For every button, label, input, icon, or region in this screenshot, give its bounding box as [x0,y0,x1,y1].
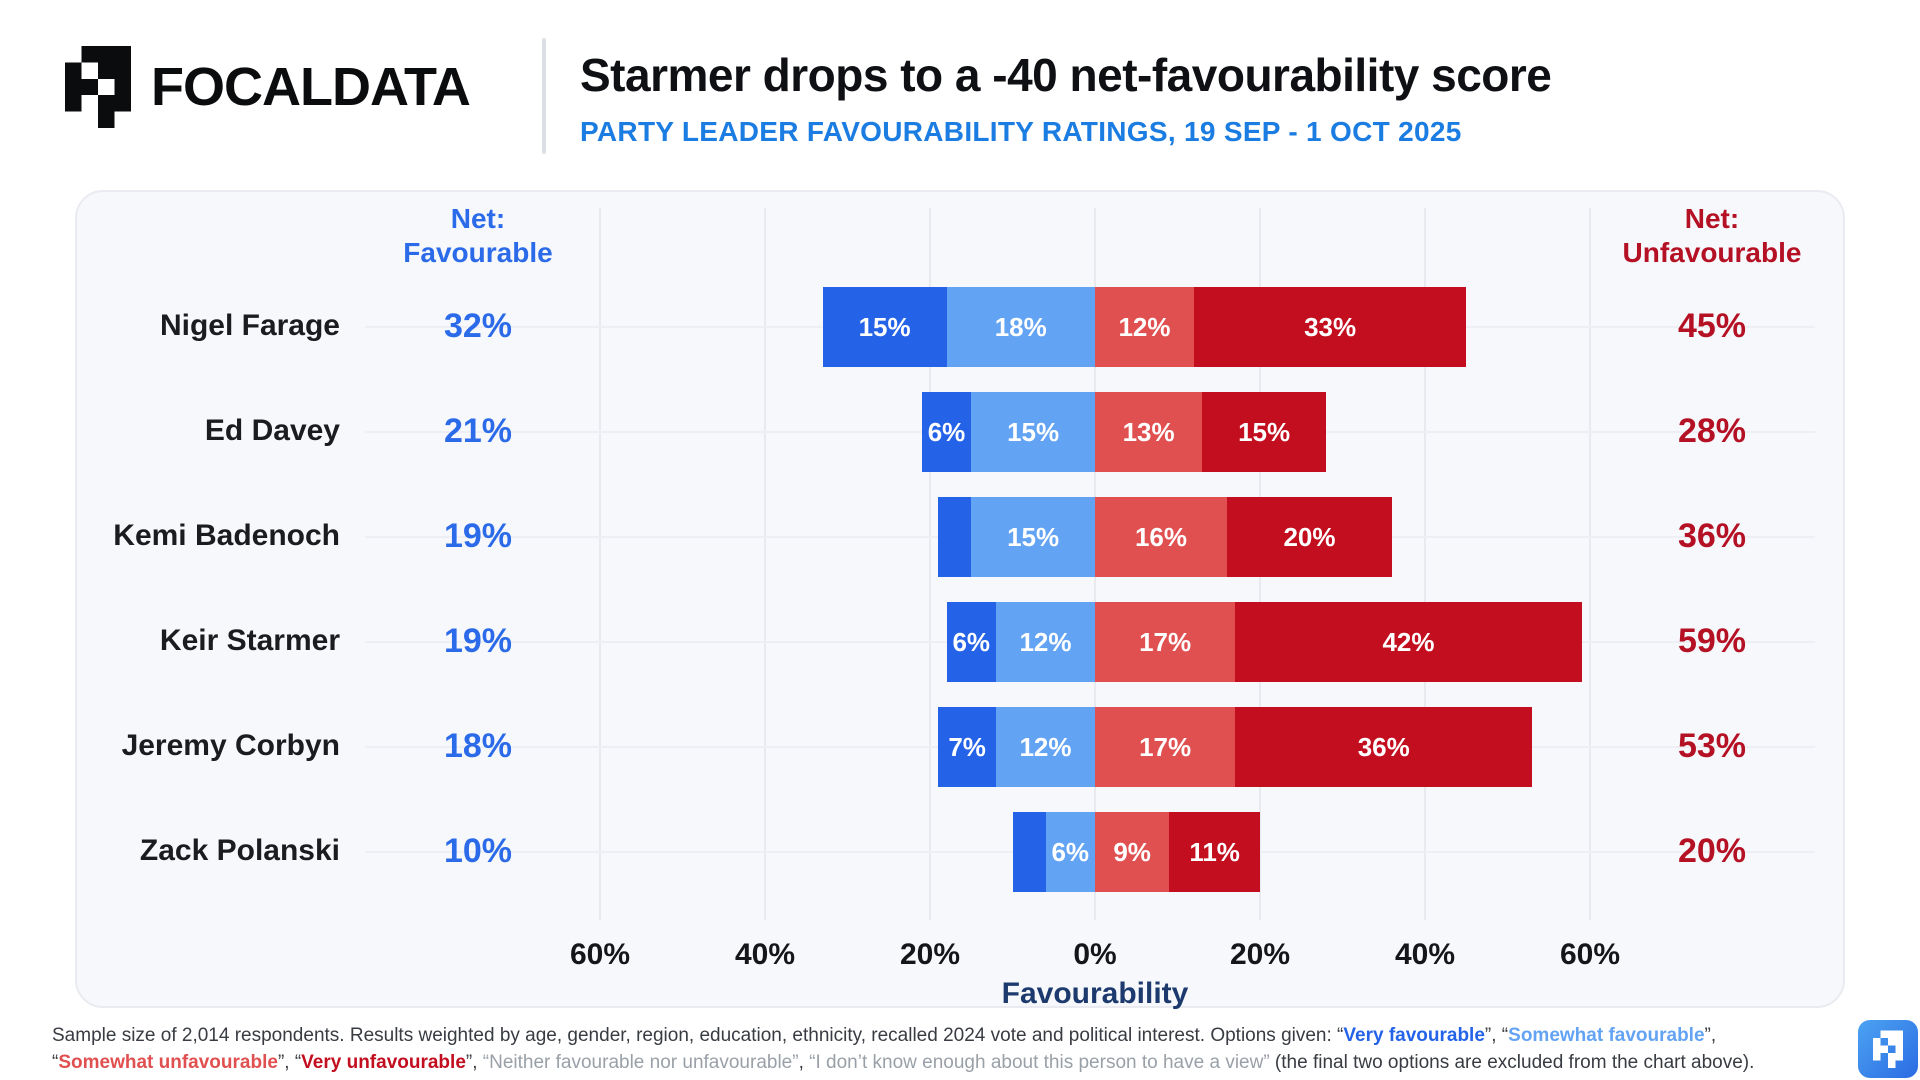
bar-segment-somewhat-unfavourable: 12% [1095,287,1194,367]
vertical-gridline [929,208,931,920]
leader-name: Jeremy Corbyn [121,729,340,762]
bar-segment-very-favourable [938,497,972,577]
bar-segment-very-unfavourable: 33% [1194,287,1467,367]
bar-segment-somewhat-favourable: 15% [971,497,1095,577]
bar-segment-very-favourable [1012,812,1046,892]
page-title: Starmer drops to a -40 net-favourability… [580,49,1552,101]
footnote-segment: , [798,1052,810,1073]
bar-segment-very-unfavourable: 42% [1235,602,1582,682]
footnote-segment: ”, [1704,1025,1717,1046]
favourability-bar: 7% 12% 17% 36% [938,707,1533,787]
leader-name: Nigel Farage [159,309,340,342]
bar-segment-very-unfavourable: 11% [1169,812,1260,892]
net-favourable-value: 10% [443,832,513,870]
footnote-line: Sample size of 2,014 respondents. Result… [52,1022,1842,1049]
net-favourable-value: 21% [443,412,513,450]
bar-segment-somewhat-favourable: 18% [946,287,1095,367]
bar-segment-very-unfavourable: 20% [1227,497,1392,577]
vertical-gridline [1589,208,1591,920]
net-favourable-header-line1: Net: [450,203,506,234]
footnote-segment: Somewhat favourable [1508,1025,1705,1046]
net-unfavourable-value: 28% [1677,412,1747,450]
focaldata-logo-icon [65,46,131,128]
bar-segment-somewhat-unfavourable: 9% [1095,812,1170,892]
x-axis-tick-label: 60% [1559,938,1621,971]
bar-segment-very-favourable: 6% [946,602,996,682]
x-axis-title: Favourability [1001,977,1189,1010]
page-subtitle: PARTY LEADER FAVOURABILITY RATINGS, 19 S… [580,116,1462,147]
bar-segment-very-favourable: 7% [938,707,996,787]
leader-name: Keir Starmer [159,624,340,657]
footnote: Sample size of 2,014 respondents. Result… [52,1022,1842,1076]
brand-name: FOCALDATA [151,57,471,117]
favourability-bar: 6% 15% 13% 15% [921,392,1326,472]
net-unfavourable-header-line2: Unfavourable [1622,237,1802,268]
x-axis-tick-label: 40% [734,938,796,971]
footnote-segment: Somewhat unfavourable [58,1052,278,1073]
vertical-gridline [1424,208,1426,920]
bar-segment-somewhat-unfavourable: 13% [1095,392,1203,472]
bar-segment-somewhat-unfavourable: 17% [1095,602,1236,682]
bar-segment-somewhat-unfavourable: 17% [1095,707,1236,787]
footnote-segment: ”, “ [1484,1025,1509,1046]
footnote-segment: ”, “ [277,1052,302,1073]
favourability-bar: 15% 16% 20% [938,497,1392,577]
bar-segment-very-unfavourable: 36% [1235,707,1533,787]
footnote-segment: “Neither favourable nor unfavourable” [482,1052,799,1073]
favourability-bar: 6% 12% 17% 42% [946,602,1582,682]
bar-segment-very-favourable: 6% [921,392,972,472]
net-unfavourable-value: 20% [1677,832,1747,870]
net-unfavourable-value: 45% [1677,307,1747,345]
footnote-segment: Very favourable [1343,1025,1485,1046]
net-unfavourable-value: 53% [1677,727,1747,765]
bar-segment-somewhat-favourable: 12% [996,707,1095,787]
net-unfavourable-value: 59% [1677,622,1747,660]
footnote-segment: (the final two options are excluded from… [1269,1052,1755,1073]
favourability-bar: 15% 18% 12% 33% [822,287,1467,367]
header-divider [542,38,546,154]
net-unfavourable-header-line1: Net: [1684,203,1740,234]
favourability-bar: 6% 9% 11% [1012,812,1260,892]
bar-segment-somewhat-favourable: 12% [996,602,1095,682]
footnote-segment: Very unfavourable [301,1052,466,1073]
bar-segment-very-unfavourable: 15% [1202,392,1326,472]
footnote-segment: Sample size of 2,014 respondents. Result… [52,1025,1344,1046]
footnote-segment: ”, [465,1052,483,1073]
bar-segment-very-favourable: 15% [822,287,947,367]
net-favourable-header-line2: Favourable [403,237,553,268]
leader-name: Zack Polanski [139,834,340,867]
footnote-line: “Somewhat unfavourable”, “Very unfavoura… [52,1049,1842,1076]
x-axis-tick-label: 60% [569,938,631,971]
x-axis-tick-label: 40% [1394,938,1456,971]
x-axis-tick-label: 20% [899,938,961,971]
footnote-segment: “I don’t know enough about this person t… [809,1052,1270,1073]
leader-name: Ed Davey [204,414,340,447]
net-unfavourable-value: 36% [1677,517,1747,555]
brand: FOCALDATA [65,46,471,128]
net-favourable-header: Net: Favourable [368,202,588,270]
net-favourable-value: 18% [443,727,513,765]
vertical-gridline [599,208,601,920]
bar-segment-somewhat-favourable: 6% [1045,812,1095,892]
focaldata-corner-logo-icon [1873,1030,1903,1068]
leader-name: Kemi Badenoch [113,519,340,552]
x-axis-tick-label: 20% [1229,938,1291,971]
net-unfavourable-header: Net: Unfavourable [1602,202,1822,270]
net-favourable-value: 19% [443,517,513,555]
bar-segment-somewhat-favourable: 15% [971,392,1095,472]
net-favourable-value: 19% [443,622,513,660]
vertical-gridline [764,208,766,920]
x-axis-tick-label: 0% [1073,938,1117,971]
net-favourable-value: 32% [443,307,513,345]
footnote-segment: “ [52,1052,59,1073]
bar-segment-somewhat-unfavourable: 16% [1095,497,1227,577]
focaldata-corner-logo [1858,1020,1918,1078]
